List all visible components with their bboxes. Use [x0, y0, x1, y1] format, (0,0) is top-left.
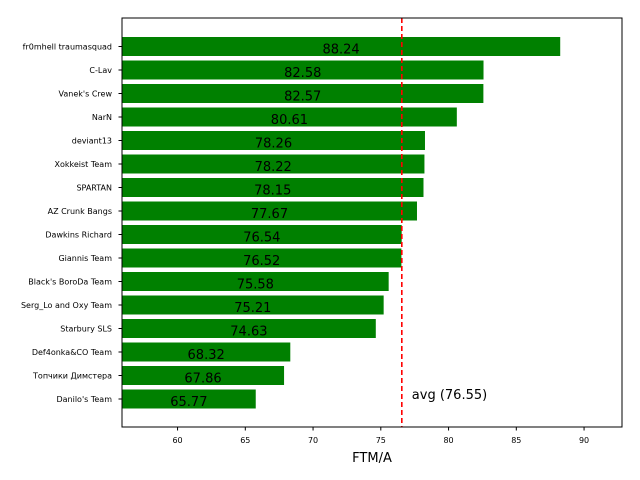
x-tick-label: 90 [579, 436, 589, 445]
bar [122, 178, 424, 197]
bar [122, 389, 256, 409]
bar-value-label: 78.26 [255, 137, 292, 152]
bar-value-label: 88.24 [322, 43, 359, 58]
bar [122, 154, 425, 174]
category-label: Starbury SLS [60, 325, 112, 334]
bar [122, 272, 389, 291]
category-label: Danilo's Team [56, 395, 112, 404]
bar-value-label: 67.86 [184, 372, 221, 387]
bar-value-label: 82.57 [284, 90, 321, 105]
bar-value-label: 74.63 [230, 325, 267, 340]
category-label: fr0mhell traumasquad [23, 43, 112, 52]
bar-value-label: 82.58 [284, 66, 321, 81]
bar [122, 342, 291, 362]
bar-value-label: 78.15 [254, 184, 291, 199]
x-axis: 60 65 70 75 80 85 90 [172, 427, 589, 445]
category-label: SPARTAN [76, 184, 112, 193]
category-label: deviant13 [72, 137, 112, 146]
y-axis: fr0mhell traumasquad C-Lav Vanek's Crew Nar… [21, 43, 122, 404]
bar [122, 366, 285, 385]
bar-value-label: 75.58 [237, 278, 274, 293]
category-label: Black's BoroDa Team [28, 278, 112, 287]
category-label: Топчики Димстера [32, 372, 112, 381]
x-tick-label: 80 [443, 436, 453, 445]
x-tick-label: 75 [376, 436, 386, 445]
bar-value-label: 68.32 [188, 348, 225, 363]
bar-value-label: 78.22 [255, 160, 292, 175]
x-tick-label: 85 [511, 436, 521, 445]
bar-value-label: 76.54 [243, 231, 280, 246]
category-label: NarN [92, 113, 112, 122]
category-label: Dawkins Richard [45, 231, 112, 240]
x-tick-label: 65 [240, 436, 250, 445]
x-axis-title: FTM/A [352, 451, 392, 466]
plot-frame [121, 17, 623, 428]
x-tick-label: 70 [308, 436, 318, 445]
bar-value-label: 76.52 [243, 254, 280, 269]
bar [122, 248, 402, 268]
average-reference-label: avg (76.55) [412, 388, 487, 403]
category-label: Def4onka&CO Team [32, 348, 112, 357]
category-label: Serg_Lo and Oxy Team [21, 301, 112, 310]
category-label: Vanek's Crew [59, 90, 113, 99]
reference-line-layer: avg (76.55) [401, 18, 487, 427]
x-tick-label: 60 [172, 436, 182, 445]
bar [122, 295, 384, 315]
bar-value-label: 75.21 [234, 301, 271, 316]
category-label: Giannis Team [58, 254, 112, 263]
bar-value-label: 65.77 [170, 395, 207, 410]
bar [122, 84, 484, 103]
bar-value-label: 80.61 [271, 113, 308, 128]
bar [122, 201, 417, 221]
category-label: C-Lav [89, 66, 112, 75]
bar [122, 60, 484, 80]
bar [122, 37, 561, 56]
category-label: Xokkeist Team [55, 160, 113, 169]
category-label: AZ Crunk Bangs [48, 207, 112, 216]
bar [122, 225, 402, 244]
bar [122, 131, 425, 150]
bar [122, 319, 376, 338]
bar-value-label: 77.67 [251, 207, 288, 222]
bar [122, 107, 457, 127]
